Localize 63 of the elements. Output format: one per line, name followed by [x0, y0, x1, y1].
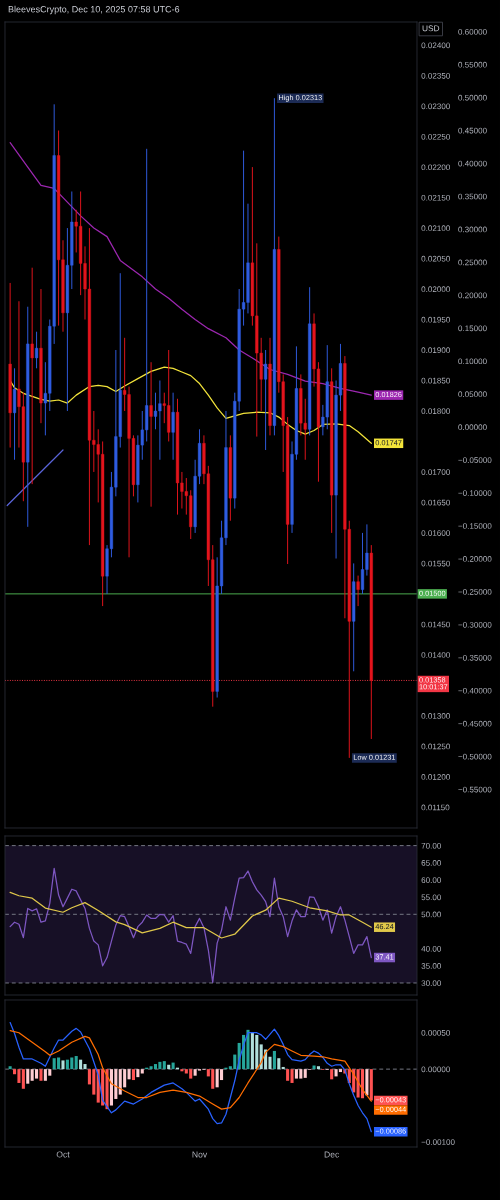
y-tick-label: 60.00	[421, 877, 442, 883]
y2-tick-label: −0.35000	[458, 654, 492, 661]
y2-tick-label: −0.10000	[458, 490, 492, 496]
chart-title: BleevesCrypto, Dec 10, 2025 07:58 UTC-6	[8, 5, 180, 15]
y2-tick-label: 0.40000	[458, 160, 487, 167]
y-tick-label: 0.01450	[421, 621, 450, 628]
y2-tick-label: 0.55000	[458, 61, 487, 68]
y2-tick-label: −0.50000	[458, 753, 492, 760]
y2-tick-label: 0.10000	[458, 358, 487, 365]
y-tick-label: 30.00	[421, 980, 442, 986]
y2-tick-label: 0.30000	[458, 226, 487, 233]
y-tick-label: 0.02050	[421, 255, 450, 262]
y-tick-label: 0.01400	[421, 652, 450, 658]
y-tick-label: 0.01200	[421, 774, 450, 780]
y-tick-label: 0.01900	[421, 347, 450, 354]
y-tick-label: 0.01250	[421, 743, 450, 750]
x-tick-label: Oct	[56, 1151, 70, 1158]
y2-tick-label: 0.00000	[458, 424, 487, 431]
y-tick-label: 70.00	[421, 842, 442, 849]
y-tick-label: 0.01300	[421, 713, 450, 719]
y2-tick-label: 0.50000	[458, 94, 487, 101]
y-tick-label: 0.02150	[421, 194, 450, 201]
y2-tick-label: 0.60000	[458, 28, 487, 35]
y-tick-label: −0.00100	[421, 1139, 455, 1145]
y-tick-label: 0.02350	[421, 72, 450, 79]
y2-tick-label: 0.05000	[458, 391, 487, 398]
y2-tick-label: 0.45000	[458, 127, 487, 134]
y-tick-label: 55.00	[421, 894, 442, 901]
y-tick-label: 0.01150	[421, 804, 450, 811]
y-tick-label: 0.02100	[421, 225, 450, 232]
y-tick-label: 65.00	[421, 860, 442, 866]
y2-tick-label: −0.55000	[458, 786, 492, 793]
y2-tick-label: −0.40000	[458, 687, 492, 694]
y-tick-label: 40.00	[421, 945, 442, 952]
x-tick-label: Nov	[192, 1151, 208, 1158]
y-tick-label: 35.00	[421, 963, 442, 969]
y-tick-label: 0.02250	[421, 133, 450, 140]
y-tick-label: 0.01850	[421, 377, 450, 384]
y-tick-label: 0.02200	[421, 164, 450, 171]
y-tick-label: 0.01550	[421, 560, 450, 567]
y-tick-label: 0.01650	[421, 499, 450, 506]
y-tick-label: 50.00	[421, 911, 442, 918]
y-tick-label: 0.02300	[421, 103, 450, 110]
y2-tick-label: −0.15000	[458, 523, 492, 529]
y2-tick-label: 0.25000	[458, 259, 487, 266]
text: USD	[422, 25, 440, 32]
y2-tick-label: −0.20000	[458, 556, 492, 562]
y-tick-label: 0.01600	[421, 530, 450, 536]
y-tick-label: 0.02400	[421, 42, 450, 49]
y2-tick-label: 0.35000	[458, 193, 487, 200]
y-tick-label: 0.00000	[421, 1066, 450, 1073]
y-tick-label: 0.02000	[421, 286, 450, 293]
y2-tick-label: −0.05000	[458, 457, 492, 463]
y-tick-label: 0.01800	[421, 408, 450, 414]
y-tick-label: 0.01700	[421, 469, 450, 475]
y-tick-label: 0.01950	[421, 316, 450, 323]
y2-tick-label: −0.30000	[458, 622, 492, 628]
x-tick-label: Dec	[324, 1151, 340, 1158]
y2-tick-label: 0.20000	[458, 292, 487, 299]
y-tick-label: 0.00050	[421, 1030, 450, 1036]
y2-tick-label: −0.45000	[458, 720, 492, 727]
y2-tick-label: 0.15000	[458, 325, 487, 332]
y2-tick-label: −0.25000	[458, 589, 492, 595]
